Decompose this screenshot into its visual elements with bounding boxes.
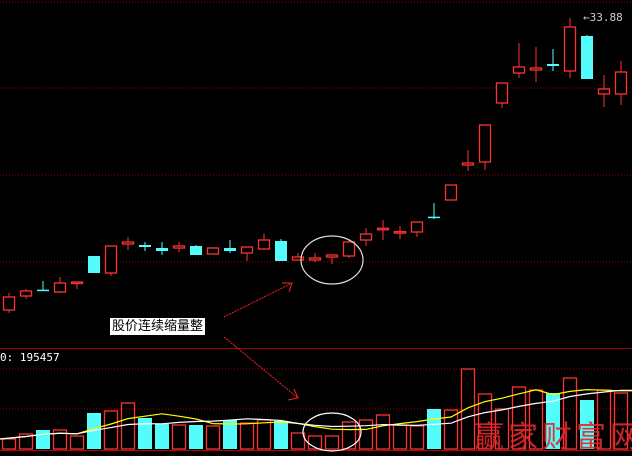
- candle-body: [342, 241, 356, 257]
- arrowhead-icon: [287, 388, 299, 401]
- volume-bar: [290, 432, 306, 450]
- volume-bar: [103, 410, 119, 450]
- candle-body: [88, 256, 100, 273]
- candle-body: [563, 26, 577, 72]
- watermark: 赢家财富网: [474, 420, 632, 455]
- candle-body: [275, 241, 287, 261]
- volume-bar: [171, 424, 187, 450]
- volume-bar: [511, 386, 527, 450]
- candle-body: [359, 233, 373, 241]
- volume-bar: [205, 425, 221, 450]
- candle-body: [53, 282, 67, 293]
- volume-bar: [324, 435, 340, 450]
- volume-bar: [341, 421, 357, 450]
- volume-bar: [120, 402, 136, 450]
- volume-ma10-line: [0, 389, 632, 440]
- volume-bar: [580, 400, 594, 449]
- volume-ma5-line: [0, 388, 632, 440]
- candle-body: [19, 290, 33, 297]
- candle-body: [291, 256, 305, 261]
- candle-body: [156, 248, 168, 251]
- high-price-label: ←33.88: [583, 11, 623, 24]
- volume-bar: [375, 414, 391, 450]
- volume-bar: [274, 421, 288, 449]
- candle-body: [597, 88, 611, 95]
- annotation-arrow: [223, 282, 293, 318]
- volume-bar: [392, 424, 408, 450]
- candle-body: [172, 245, 186, 249]
- arrowhead-icon: [282, 282, 293, 293]
- candle-body: [2, 296, 16, 311]
- candle-body: [325, 254, 339, 258]
- volume-bar: [494, 408, 510, 450]
- volume-bar: [477, 393, 493, 450]
- candle-body: [37, 289, 49, 292]
- volume-bar: [546, 393, 560, 449]
- candle-body: [308, 257, 322, 261]
- volume-label: 0: 195457: [0, 351, 60, 364]
- volume-bar: [256, 419, 272, 450]
- volume-bar: [1, 438, 17, 450]
- volume-highlight-circle: [302, 412, 362, 452]
- candle-body: [224, 248, 236, 251]
- volume-bar: [52, 429, 68, 450]
- candle-body: [581, 36, 593, 79]
- volume-bar: [87, 413, 101, 449]
- price-highlight-circle: [300, 235, 364, 285]
- candle-body: [614, 71, 628, 95]
- candle-body: [376, 227, 390, 231]
- candle-body: [206, 247, 220, 255]
- volume-bar: [223, 420, 237, 449]
- volume-bar: [460, 368, 476, 450]
- volume-bar: [409, 425, 425, 450]
- volume-bar: [613, 392, 629, 450]
- candle-body: [139, 245, 151, 247]
- volume-bar: [427, 409, 441, 449]
- volume-bar: [358, 419, 374, 450]
- annotation-arrow: [223, 336, 299, 399]
- volume-bar: [443, 409, 459, 450]
- volume-bar: [155, 424, 169, 449]
- candle-body: [529, 67, 543, 71]
- volume-bar: [36, 430, 50, 449]
- volume-bar: [189, 425, 203, 449]
- volume-bar: [239, 422, 255, 450]
- volume-bar: [138, 418, 152, 449]
- candle-body: [512, 66, 526, 74]
- candle-body: [257, 239, 271, 250]
- annotation-label: 股价连续缩量整: [110, 318, 206, 335]
- candle-body: [70, 281, 84, 285]
- high-price-value: 33.88: [589, 11, 623, 24]
- candle-body: [121, 241, 135, 245]
- candle-body: [495, 82, 509, 104]
- volume-bar: [562, 377, 578, 450]
- candle-body: [461, 162, 475, 166]
- candle-body: [393, 231, 407, 234]
- volume-bar: [69, 435, 85, 450]
- candle-body: [547, 64, 559, 66]
- candle-body: [444, 184, 458, 201]
- candle-body: [104, 245, 118, 274]
- candle-body: [478, 124, 492, 163]
- candle-body: [410, 221, 424, 233]
- candle-body: [190, 246, 202, 255]
- volume-bar: [18, 433, 34, 450]
- candle-body: [428, 216, 440, 219]
- candle-body: [240, 246, 254, 254]
